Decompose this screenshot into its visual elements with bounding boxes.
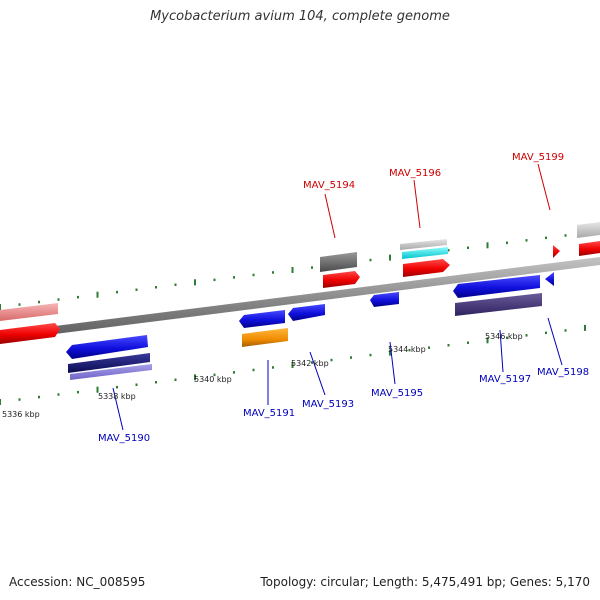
gene-label[interactable]: MAV_5194 (303, 180, 355, 191)
map-title: Mycobacterium avium 104, complete genome (150, 9, 450, 24)
gene-label[interactable]: MAV_5199 (512, 152, 564, 163)
gene-feature[interactable] (288, 304, 325, 321)
scale-label: 5344 kbp (388, 345, 426, 354)
leader-line (499, 329, 504, 373)
leader-line (547, 317, 563, 366)
gene-feature[interactable] (370, 292, 399, 307)
gene-feature[interactable] (577, 222, 600, 238)
scale-label: 5342 kbp (291, 359, 329, 368)
gene-feature[interactable] (455, 293, 542, 316)
forward-gene-labels: MAV_5194 MAV_5196 MAV_5199 (303, 152, 564, 191)
gene-feature[interactable] (453, 275, 540, 298)
forward-strand-features (0, 222, 600, 344)
scale-label: 5346 kbp (485, 332, 523, 341)
leader-line (389, 341, 396, 385)
leader-line (309, 351, 326, 396)
gene-label[interactable]: MAV_5197 (479, 374, 531, 385)
gene-feature[interactable] (70, 364, 152, 380)
gene-feature[interactable] (320, 252, 357, 272)
gene-label[interactable]: MAV_5196 (389, 168, 441, 179)
accession-label: Accession: NC_008595 (9, 575, 146, 589)
gene-label[interactable]: MAV_5195 (371, 388, 423, 399)
scale-labels: 5336 kbp 5338 kbp 5340 kbp 5342 kbp 5344… (2, 332, 523, 419)
gene-feature[interactable] (323, 271, 360, 288)
gene-feature[interactable] (66, 335, 148, 359)
scale-label: 5340 kbp (194, 375, 232, 384)
gene-feature[interactable] (545, 272, 554, 286)
gene-feature[interactable] (68, 353, 150, 373)
leader-line (112, 387, 124, 431)
leader-line (413, 179, 421, 229)
leader-line (324, 193, 336, 239)
genome-info-label: Topology: circular; Length: 5,475,491 bp… (260, 575, 590, 589)
gene-feature[interactable] (0, 303, 58, 321)
leader-line (537, 163, 551, 211)
scale-label: 5336 kbp (2, 410, 40, 419)
gene-label[interactable]: MAV_5190 (98, 433, 150, 444)
scale-label: 5338 kbp (98, 392, 136, 401)
gene-feature[interactable] (0, 323, 60, 344)
gene-feature[interactable] (402, 247, 448, 259)
gene-feature[interactable] (403, 259, 450, 277)
gene-feature[interactable] (553, 245, 560, 258)
gene-feature[interactable] (242, 328, 288, 347)
reverse-strand-features (66, 272, 554, 380)
gene-label[interactable]: MAV_5193 (302, 399, 354, 410)
gene-label[interactable]: MAV_5198 (537, 367, 589, 378)
genome-backbone (0, 257, 600, 341)
gene-feature[interactable] (239, 310, 285, 328)
gene-feature[interactable] (400, 239, 447, 250)
gene-label[interactable]: MAV_5191 (243, 408, 295, 419)
gene-leader-lines (112, 163, 563, 431)
reverse-gene-labels: MAV_5190 MAV_5191 MAV_5193 MAV_5195 MAV_… (98, 367, 589, 444)
gene-feature[interactable] (579, 241, 600, 256)
